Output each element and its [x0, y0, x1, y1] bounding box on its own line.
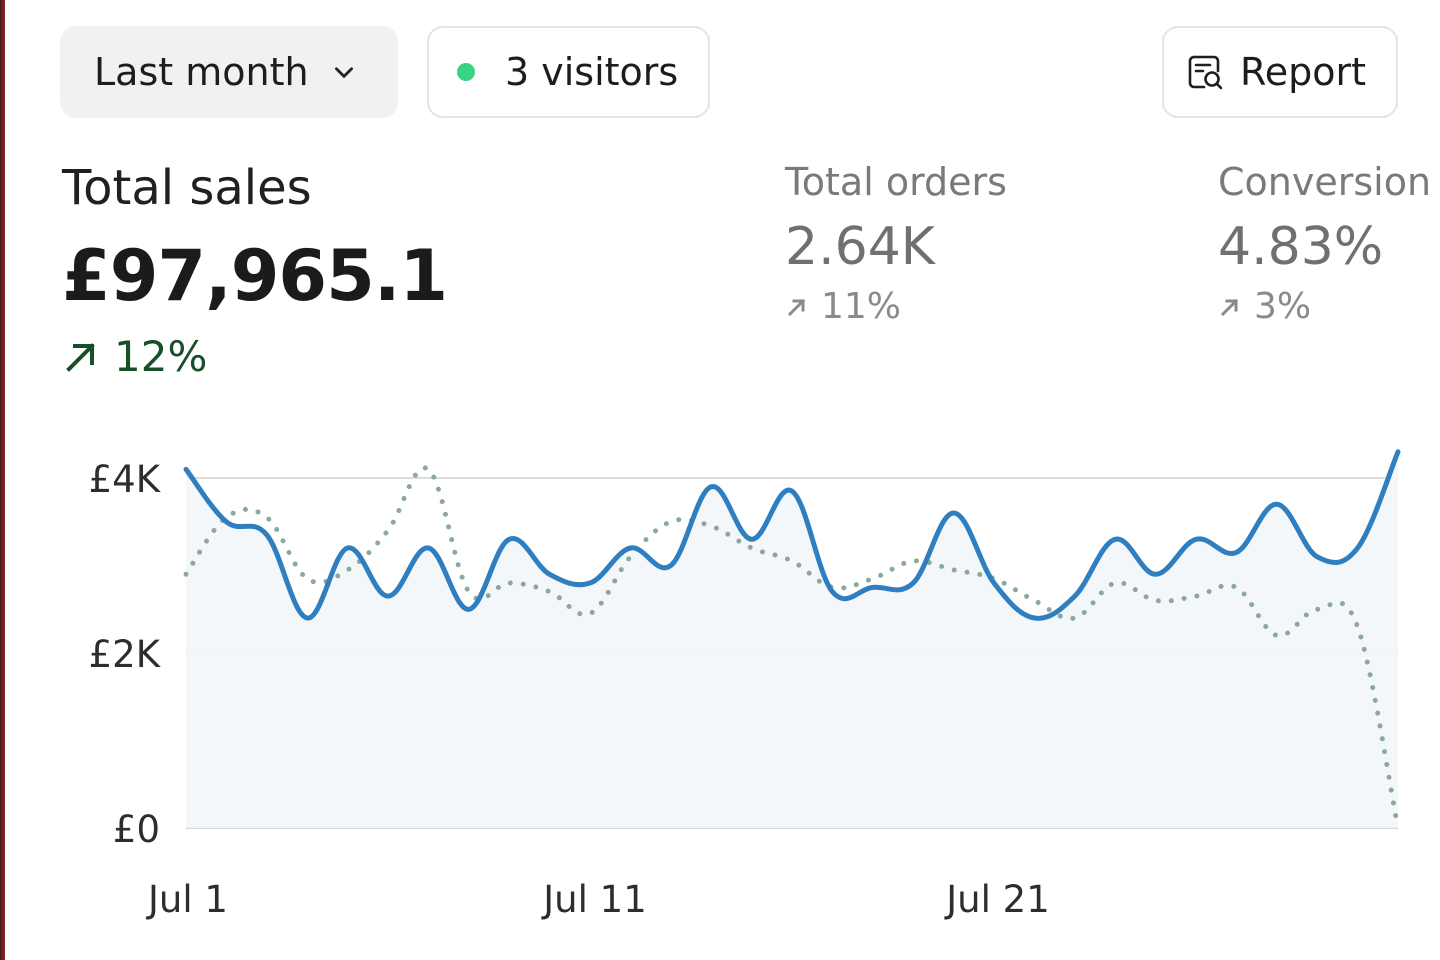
conversion-metric: Conversion 4.83% 3%	[1218, 160, 1431, 327]
total-sales-change-value: 12%	[114, 332, 208, 381]
total-orders-label: Total orders	[785, 160, 1007, 204]
report-label: Report	[1240, 50, 1366, 94]
series-line-comparison	[183, 465, 1401, 831]
total-orders-metric: Total orders 2.64K 11%	[785, 160, 1007, 327]
report-button[interactable]: Report	[1162, 26, 1398, 118]
conversion-label: Conversion	[1218, 160, 1432, 204]
visitor-count: 3 visitors	[505, 50, 679, 94]
total-orders-value: 2.64K	[785, 217, 935, 277]
y-axis-tick-label: £0	[113, 808, 160, 851]
total-sales-value: £97,965.1	[62, 235, 448, 317]
arrow-up-right-icon	[787, 298, 806, 316]
total-sales-label: Total sales	[62, 160, 312, 216]
date-range-label: Last month	[94, 50, 309, 94]
conversion-change-value: 3%	[1254, 286, 1312, 327]
report-search-icon	[1188, 55, 1223, 90]
y-axis-tick-label: £4K	[89, 458, 162, 501]
sales-line-chart: £4K £2K £0 Jul 1 Jul 11 Jul 21	[0, 430, 1440, 960]
date-range-dropdown[interactable]: Last month	[60, 26, 398, 118]
series-area-current	[186, 451, 1398, 828]
x-axis-tick-label: Jul 11	[541, 878, 646, 921]
conversion-value: 4.83%	[1218, 217, 1384, 277]
total-orders-change-value: 11%	[821, 286, 902, 327]
y-axis-tick-label: £2K	[89, 633, 162, 676]
sales-chart-svg: £4K £2K £0 Jul 1 Jul 11 Jul 21	[89, 449, 1401, 921]
chevron-down-icon	[334, 67, 353, 78]
conversion-change: 3%	[1218, 286, 1431, 327]
arrow-up-right-icon	[1220, 298, 1239, 316]
x-axis-tick-label: Jul 1	[146, 878, 228, 921]
arrow-up-right-icon	[66, 342, 95, 372]
total-sales-change: 12%	[62, 332, 207, 381]
window-edge	[0, 0, 5, 960]
live-dot-icon	[457, 63, 475, 81]
total-orders-change: 11%	[785, 286, 1007, 327]
live-visitors-button[interactable]: 3 visitors	[427, 26, 710, 118]
x-axis-tick-label: Jul 21	[944, 878, 1049, 921]
